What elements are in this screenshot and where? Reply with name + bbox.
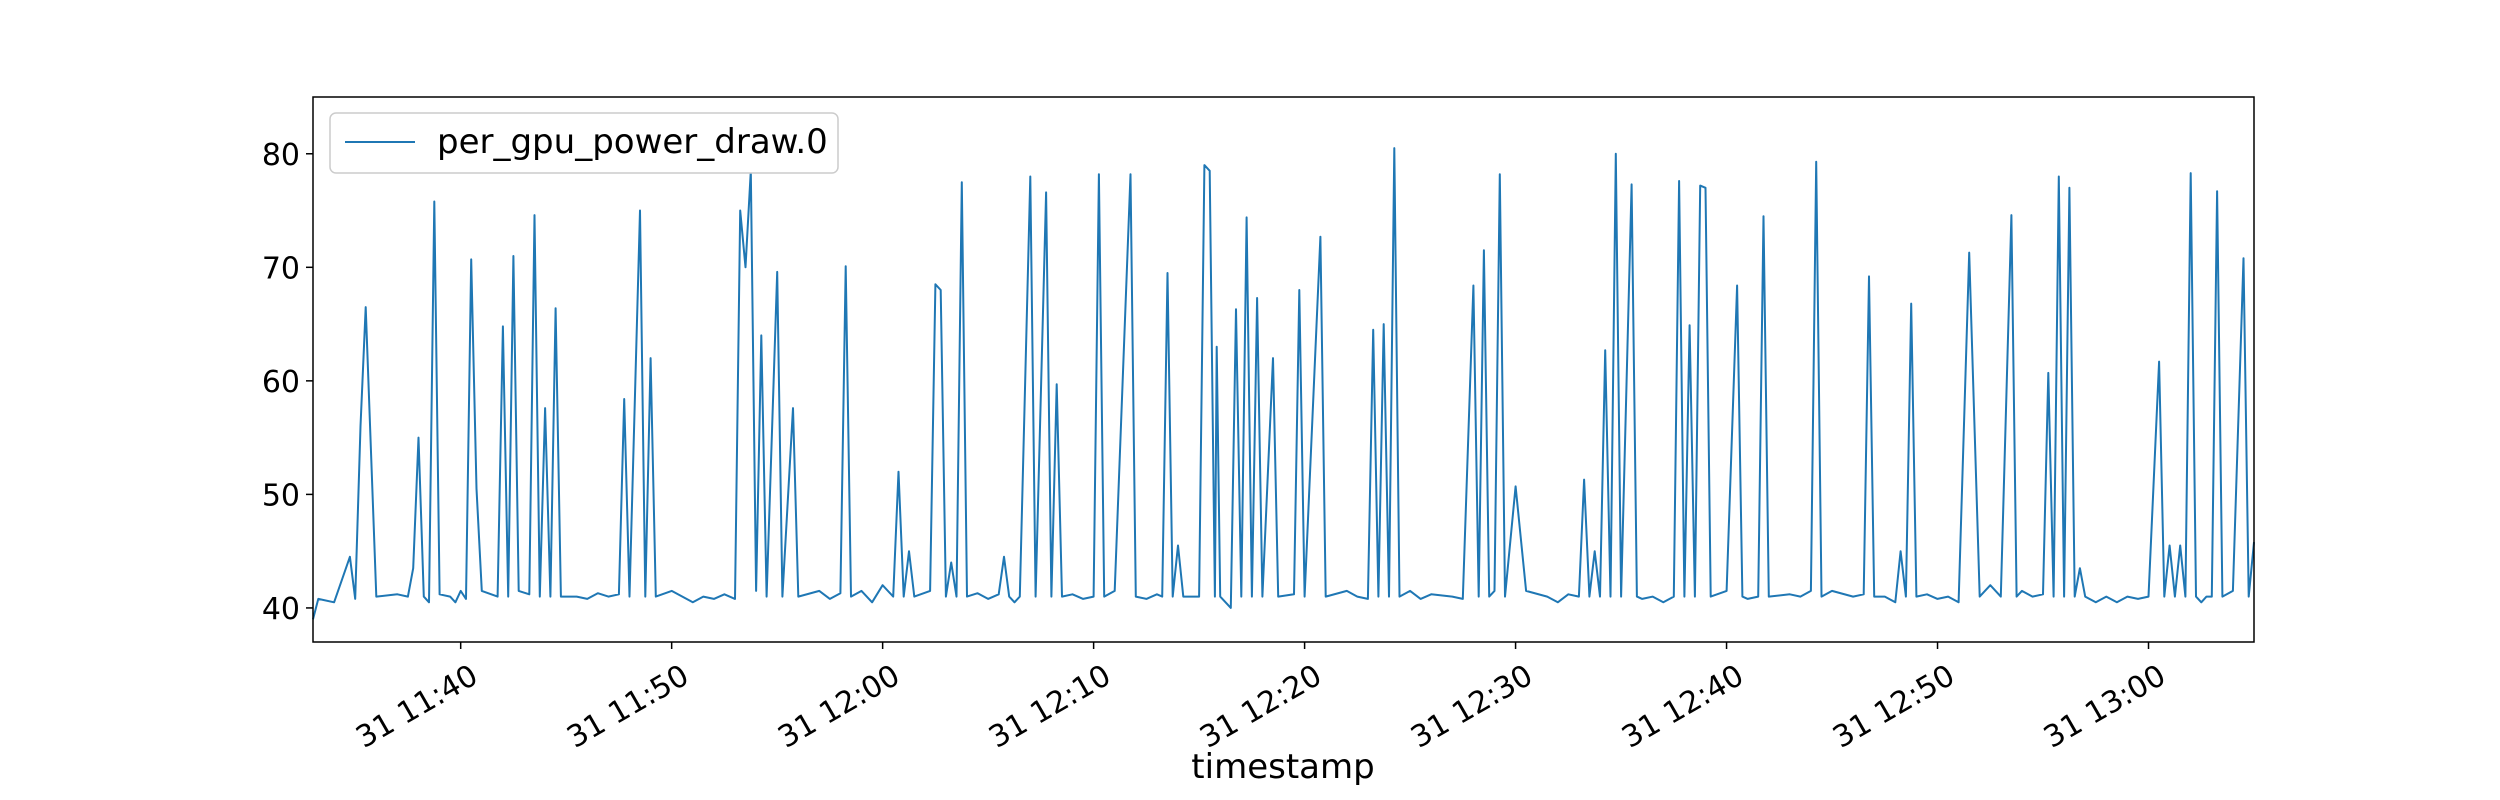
y-tick-label: 50: [262, 478, 300, 513]
legend-label: per_gpu_power_draw.0: [437, 122, 828, 162]
y-tick-label: 40: [262, 592, 300, 627]
series-line: [312, 147, 2255, 620]
y-tick-label: 60: [262, 365, 300, 400]
y-tick-label: 70: [262, 251, 300, 286]
plot-frame: [312, 96, 2255, 643]
y-tick-label: 80: [262, 138, 300, 173]
x-axis-label: timestamp: [1191, 747, 1374, 787]
legend-box: [329, 112, 839, 174]
legend: per_gpu_power_draw.0: [329, 112, 839, 174]
y-axis: 40 50 60 70 80: [262, 138, 313, 627]
plot-area: [312, 147, 2255, 620]
